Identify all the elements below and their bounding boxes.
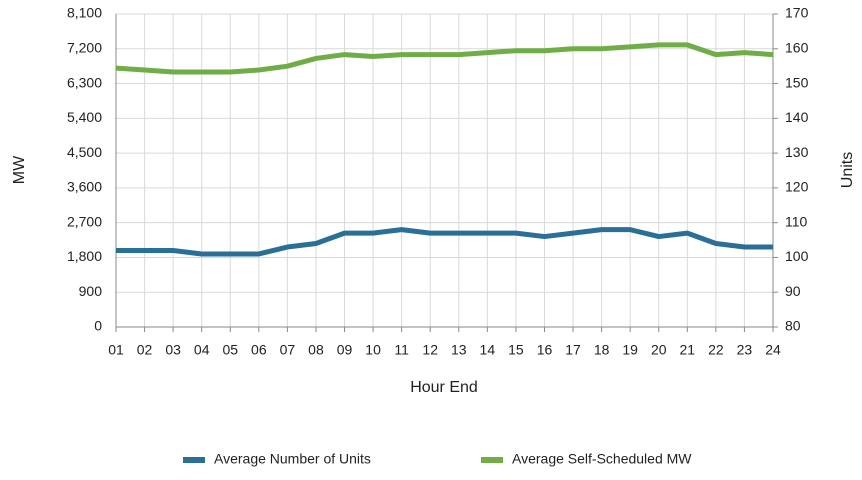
y2-tick-label: 160 — [785, 39, 809, 55]
y2-tick-label: 130 — [785, 144, 809, 160]
x-tick-label: 10 — [365, 342, 381, 358]
legend-label: Average Self-Scheduled MW — [512, 451, 692, 467]
y-tick-label: 5,400 — [67, 109, 102, 125]
y2-tick-label: 90 — [785, 283, 801, 299]
x-tick-label: 14 — [480, 342, 496, 358]
y-tick-label: 8,100 — [67, 5, 102, 21]
x-tick-label: 07 — [280, 342, 296, 358]
y2-axis-label: Units — [839, 152, 856, 188]
x-axis-label: Hour End — [410, 379, 478, 396]
x-tick-label: 02 — [137, 342, 153, 358]
y-tick-label: 900 — [79, 283, 103, 299]
y2-tick-label: 100 — [785, 248, 809, 264]
x-tick-label: 17 — [565, 342, 581, 358]
y-tick-label: 7,200 — [67, 39, 102, 55]
series-line — [115, 42, 774, 75]
y-tick-label: 4,500 — [67, 144, 102, 160]
y2-tick-label: 110 — [785, 213, 808, 229]
y-axis-label: MW — [11, 155, 28, 184]
legend-swatch — [183, 457, 205, 463]
series-line — [116, 227, 773, 257]
y-tick-label: 6,300 — [67, 74, 102, 90]
x-tick-label: 12 — [422, 342, 438, 358]
y2-tick-label: 170 — [785, 5, 809, 21]
x-tick-label: 08 — [308, 342, 324, 358]
x-tick-label: 13 — [451, 342, 467, 358]
x-tick-label: 22 — [708, 342, 724, 358]
x-tick-label: 15 — [508, 342, 524, 358]
x-tick-label: 18 — [594, 342, 610, 358]
y2-tick-label: 120 — [785, 179, 809, 195]
x-tick-label: 16 — [537, 342, 553, 358]
x-tick-label: 05 — [222, 342, 238, 358]
y-tick-label: 0 — [94, 318, 102, 334]
x-tick-label: 21 — [680, 342, 696, 358]
y2-tick-label: 80 — [785, 318, 801, 334]
x-tick-label: 20 — [651, 342, 667, 358]
x-tick-label: 06 — [251, 342, 267, 358]
y2-tick-label: 150 — [785, 74, 809, 90]
y-tick-label: 1,800 — [67, 248, 102, 264]
x-tick-label: 04 — [194, 342, 210, 358]
x-tick-label: 19 — [622, 342, 638, 358]
y2-tick-label: 140 — [785, 109, 809, 125]
x-tick-label: 09 — [337, 342, 353, 358]
x-tick-label: 24 — [765, 342, 781, 358]
x-tick-label: 23 — [737, 342, 753, 358]
x-tick-label: 11 — [394, 342, 409, 358]
x-tick-label: 03 — [165, 342, 181, 358]
legend-label: Average Number of Units — [214, 451, 371, 467]
y-tick-label: 2,700 — [67, 213, 102, 229]
legend-swatch — [481, 457, 503, 463]
x-tick-label: 01 — [108, 342, 124, 358]
y-tick-label: 3,600 — [67, 179, 102, 195]
